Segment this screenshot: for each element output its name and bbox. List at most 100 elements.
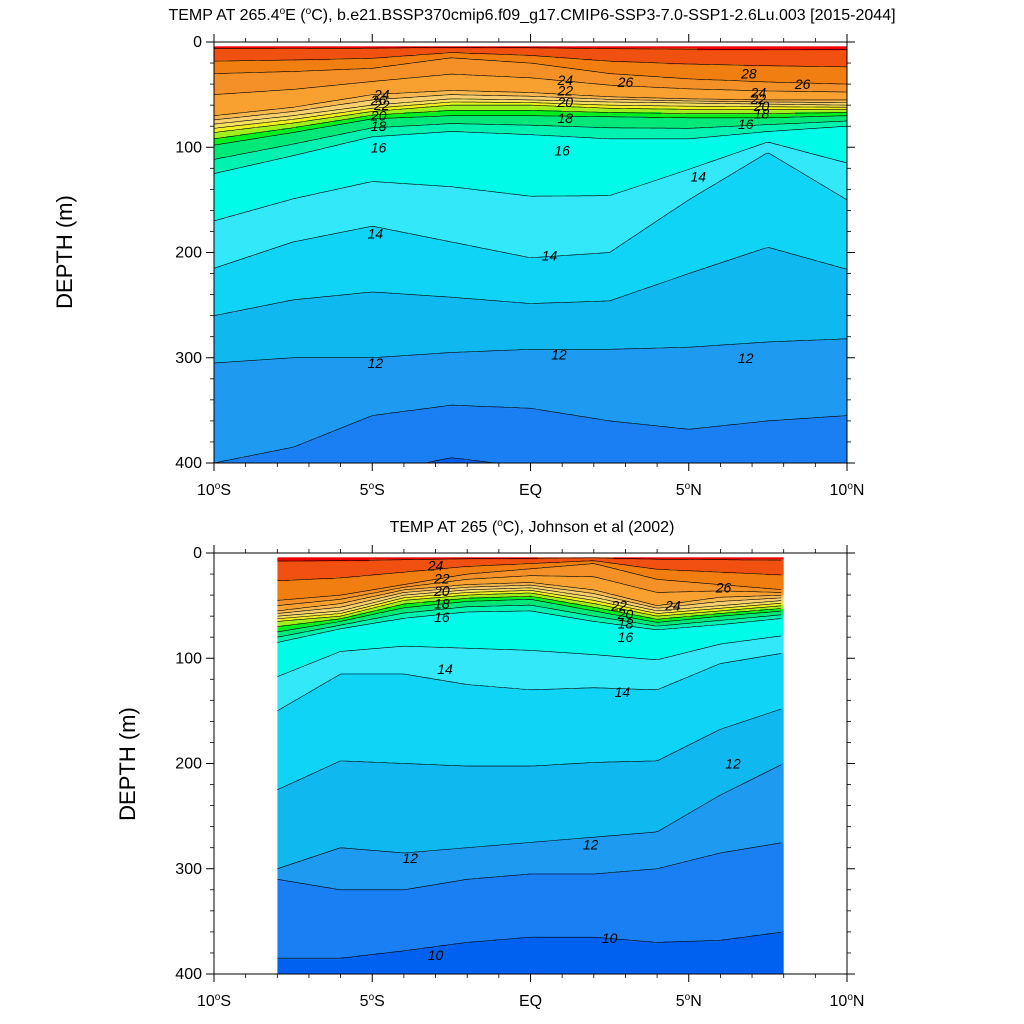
contour-cell [261,92,265,111]
contour-cell [423,108,427,113]
contour-cell [375,114,379,119]
contour-cell [235,214,239,261]
contour-cell [247,60,251,73]
contour-cell [603,300,606,351]
contour-cell [509,124,513,135]
contour-cell [637,106,640,109]
contour-cell [561,46,565,49]
contour-cell [551,104,555,107]
contour-cell [493,76,497,93]
contour-cell [295,126,299,133]
contour-cell [565,112,569,117]
contour-cell [515,254,519,303]
contour-cell [219,74,223,95]
contour-cell [705,90,708,99]
contour-cell [729,174,732,261]
contour-cell [379,58,383,67]
contour-cell [443,48,447,53]
contour-cell [557,98,561,101]
contour-cell [537,134,541,197]
contour-cell [214,128,217,133]
contour-cell [673,118,676,129]
contour-cell [241,360,245,459]
contour-cell [725,80,728,91]
contour-cell [493,300,497,351]
contour-cell [663,216,666,283]
contour-cell [571,48,575,59]
contour-cell [695,428,698,463]
contour-cell [717,114,720,119]
contour-cell [265,304,269,361]
contour-cell [391,56,395,67]
contour-cell [523,302,527,351]
contour-cell [597,104,600,109]
contour-cell [365,68,369,83]
contour-cell [473,460,477,463]
contour-cell [539,56,543,65]
contour-cell [359,82,363,97]
contour-cell [519,124,523,135]
contour-cell [315,120,319,125]
contour-cell [371,182,375,227]
contour-cell [469,406,473,461]
contour-cell [383,292,387,357]
contour-cell [285,244,289,301]
contour-cell [217,48,221,61]
contour-cell [389,110,393,115]
contour-cell [623,138,626,191]
contour-cell [313,238,317,299]
contour-cell [525,102,529,105]
contour-cell [283,124,287,129]
contour-cell [237,60,241,73]
contour-cell [379,136,383,183]
contour-cell [241,116,245,121]
contour-cell [511,134,515,195]
contour-cell [273,46,277,49]
contour-cell [667,108,670,115]
contour-cell [287,124,291,129]
contour-cell [329,58,333,71]
contour-cell [401,108,405,115]
contour-cell [519,194,523,257]
contour-cell [563,94,567,99]
contour-cell [265,162,269,207]
contour-cell [579,106,583,113]
contour-cell [327,86,331,103]
contour-cell [561,414,565,463]
contour-cell [717,90,720,101]
contour-cell [547,136,551,197]
contour-cell [555,94,559,99]
contour-cell [561,100,565,105]
contour-cell [339,70,343,85]
contour-cell [569,46,573,49]
contour-cell [491,124,495,133]
contour-cell [457,52,461,59]
contour-cell [689,102,692,107]
contour-cell [381,108,385,111]
contour-cell [255,150,259,165]
contour-cell [287,200,291,245]
contour-cell [319,60,323,71]
contour-cell [275,124,279,131]
contour-cell [249,140,253,153]
contour-cell [569,58,573,69]
contour-cell [385,356,389,415]
contour-cell [321,102,325,107]
contour-cell [223,48,227,61]
contour-cell [665,348,668,427]
contour-cell [481,300,485,353]
contour-cell [471,124,475,133]
contour-cell [489,102,493,105]
contour-cell [461,102,465,105]
contour-cell [495,104,499,111]
contour-cell [371,100,375,105]
contour-cell [283,72,287,91]
contour-cell [655,180,658,223]
contour-cell [613,86,616,97]
contour-cell [439,74,443,91]
contour-cell [637,234,640,291]
contour-cell [593,84,596,97]
contour-cell [603,116,606,129]
contour-cell [551,302,555,351]
contour-cell [697,98,700,101]
